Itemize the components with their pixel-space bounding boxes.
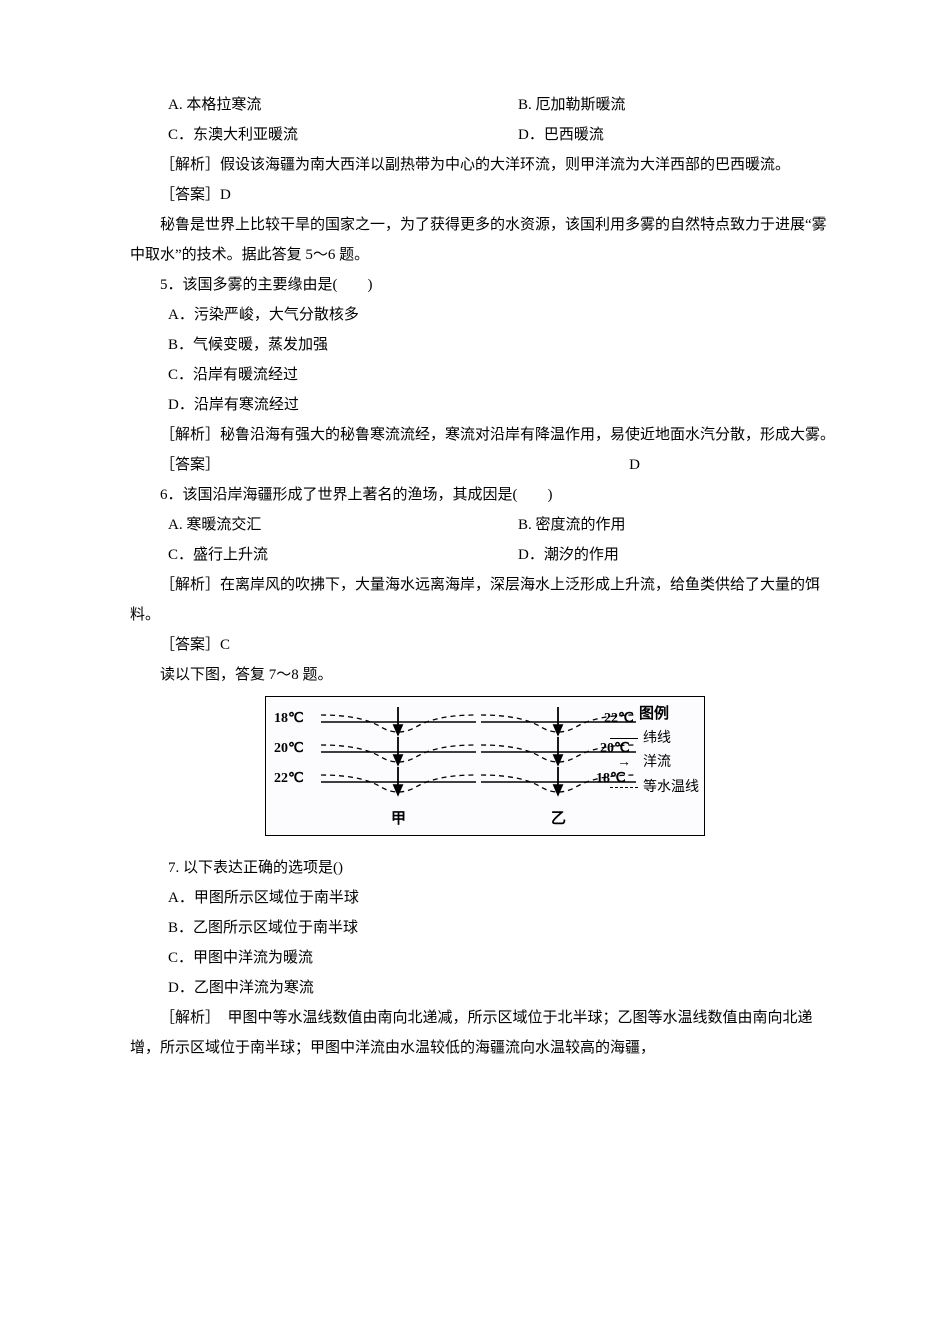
q6-option-d: D．潮汐的作用: [518, 540, 840, 570]
legend-isotherm: 等水温线: [643, 777, 699, 799]
q5-option-d: D．沿岸有寒流经过: [168, 390, 840, 420]
q5-answer-label: ［答案］: [130, 450, 220, 480]
panel-jia-label: 甲: [321, 804, 476, 834]
q5-answer-row: ［答案］ D: [130, 450, 840, 480]
panel-jia: 甲: [321, 707, 476, 834]
legend-title: 图例: [609, 702, 699, 726]
q5-option-b: B．气候变暖，蒸发加强: [168, 330, 840, 360]
q7-analysis: ［解析］ 甲图中等水温线数值由南向北递减，所示区域位于北半球；乙图等水温线数值由…: [130, 1003, 840, 1063]
legend-solid-line-icon: [610, 738, 638, 739]
legend-current: 洋流: [643, 752, 671, 774]
q4-answer: ［答案］D: [130, 180, 840, 210]
q6-analysis: ［解析］在离岸风的吹拂下，大量海水远离海岸，深层海水上泛形成上升流，给鱼类供给了…: [130, 570, 840, 630]
q5-analysis: ［解析］秘鲁沿海有强大的秘鲁寒流流经，寒流对沿岸有降温作用，易使近地面水汽分散，…: [130, 420, 840, 450]
q6-answer: ［答案］C: [130, 630, 840, 660]
q7-option-a: A．甲图所示区域位于南半球: [168, 883, 840, 913]
q7-option-d: D．乙图中洋流为寒流: [168, 973, 840, 1003]
q7-stem: 7. 以下表达正确的选项是(): [168, 853, 840, 883]
option-b: B. 厄加勒斯暖流: [518, 90, 840, 120]
figure-7-8: 18℃ 20℃ 22℃: [130, 696, 840, 847]
q6-option-c: C．盛行上升流: [168, 540, 518, 570]
q7-option-b: B．乙图所示区域位于南半球: [168, 913, 840, 943]
q5-stem: 5．该国多雾的主要缘由是( ): [130, 270, 840, 300]
passage-7-8: 读以下图，答复 7～8 题。: [130, 660, 840, 690]
legend-arrow-icon: →: [609, 752, 639, 774]
legend-dash-line-icon: [610, 787, 638, 788]
q5-option-c: C．沿岸有暖流经过: [168, 360, 840, 390]
panel-yi-label: 乙: [481, 804, 636, 834]
q6-option-b: B. 密度流的作用: [518, 510, 840, 540]
q7-option-c: C．甲图中洋流为暖流: [168, 943, 840, 973]
legend: 图例 纬线 → 洋流 等水温线: [609, 702, 699, 799]
q6-option-a: A. 寒暖流交汇: [168, 510, 518, 540]
q4-analysis: ［解析］假设该海疆为南大西洋以副热带为中心的大洋环流，则甲洋流为大洋西部的巴西暖…: [130, 150, 840, 180]
q5-option-a: A．污染严峻，大气分散核多: [168, 300, 840, 330]
q5-answer-value: D: [599, 450, 640, 480]
temp-left-3: 22℃: [274, 765, 304, 793]
temp-left-2: 20℃: [274, 735, 304, 763]
q6-stem: 6．该国沿岸海疆形成了世界上著名的渔场，其成因是( ): [130, 480, 840, 510]
option-c: C．东澳大利亚暖流: [168, 120, 518, 150]
option-d: D．巴西暖流: [518, 120, 840, 150]
legend-latitude: 纬线: [643, 728, 671, 750]
temp-left-1: 18℃: [274, 705, 304, 733]
option-a: A. 本格拉寒流: [168, 90, 518, 120]
passage-5-6: 秘鲁是世界上比较干旱的国家之一，为了获得更多的水资源，该国利用多雾的自然特点致力…: [130, 210, 840, 270]
